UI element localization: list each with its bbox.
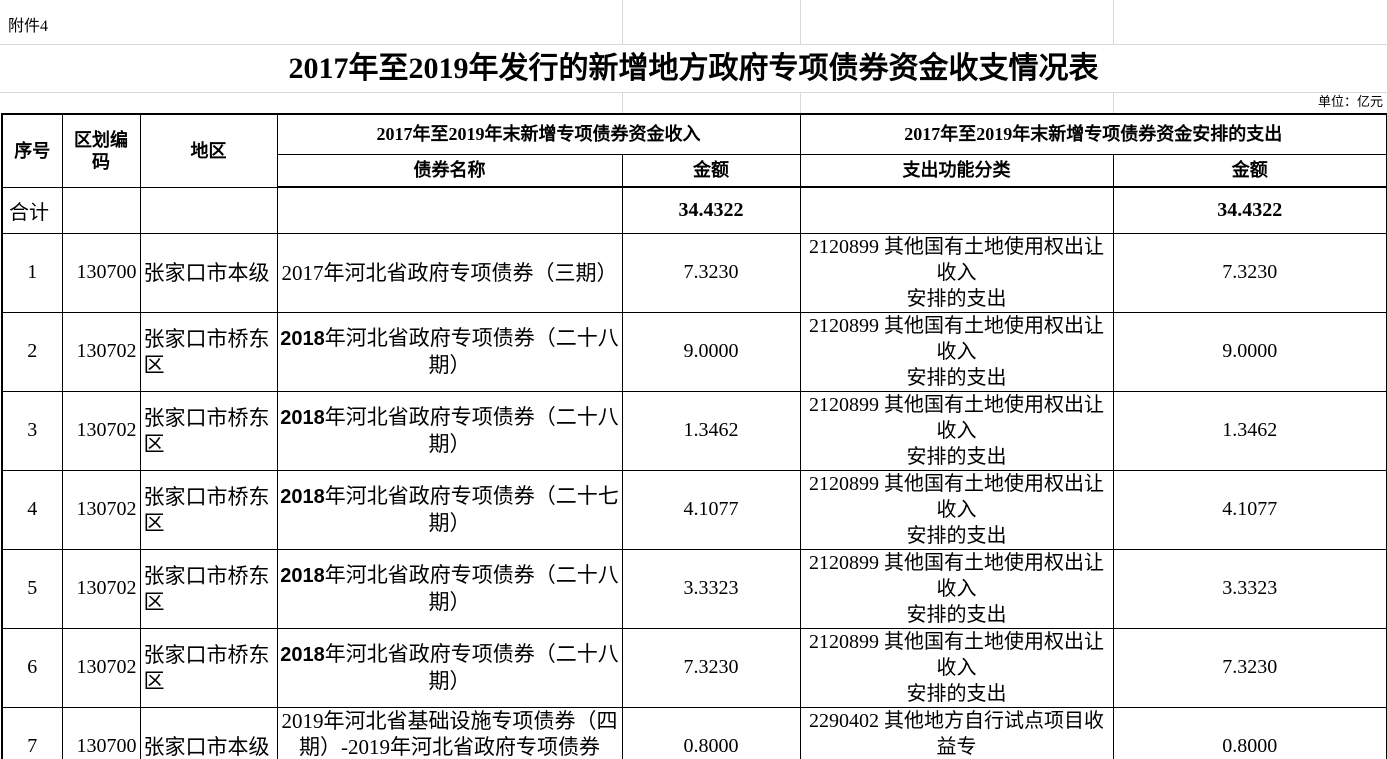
cell-region: 张家口市桥东区 — [139, 548, 278, 629]
unit-row: 单位：亿元 — [0, 93, 1387, 113]
total-region — [139, 186, 278, 234]
cell-code: 130700 — [61, 706, 141, 759]
cell-expense-class: 2120899 其他国有土地使用权出让收入 安排的支出 — [799, 390, 1114, 471]
col-header-bond-name: 债券名称 — [276, 153, 623, 188]
col-header-expense-amount: 金额 — [1112, 153, 1387, 188]
cell-code: 130702 — [61, 548, 141, 629]
cell-expense-amount: 1.3462 — [1112, 390, 1387, 471]
attachment-row: 附件4 — [0, 0, 1387, 45]
cell-code: 130700 — [61, 232, 141, 313]
cell-expense-amount: 3.3323 — [1112, 548, 1387, 629]
cell-seq: 4 — [1, 469, 63, 550]
cell-bond-name: 2018年河北省政府专项债券（二十八 期） — [276, 627, 623, 708]
total-row: 合计 34.4322 34.4322 — [1, 186, 1387, 234]
cell-expense-class: 2120899 其他国有土地使用权出让收入 安排的支出 — [799, 469, 1114, 550]
bonds-table: 序号 区划编码 地区 2017年至2019年末新增专项债券资金收入 2017年至… — [1, 113, 1387, 759]
cell-bond-name: 2018年河北省政府专项债券（二十八 期） — [276, 390, 623, 471]
cell-code: 130702 — [61, 390, 141, 471]
cell-income-amount: 1.3462 — [621, 390, 801, 471]
cell-region: 张家口市本级 — [139, 232, 278, 313]
cell-code: 130702 — [61, 627, 141, 708]
unit-label: 单位：亿元 — [1317, 94, 1383, 109]
table-row: 5 130702 张家口市桥东区 2018年河北省政府专项债券（二十八 期） 3.3323… — [1, 548, 1387, 629]
page-title: 2017年至2019年发行的新增地方政府专项债券资金收支情况表 — [0, 45, 1387, 93]
gridline — [800, 0, 801, 44]
group-header-income: 2017年至2019年末新增专项债券资金收入 — [276, 113, 801, 155]
cell-income-amount: 4.1077 — [621, 469, 801, 550]
total-expense-amount: 34.4322 — [1112, 186, 1387, 234]
cell-expense-amount: 0.8000 — [1112, 706, 1387, 759]
col-header-seq: 序号 — [1, 113, 63, 188]
cell-region: 张家口市桥东区 — [139, 627, 278, 708]
table-row: 1 130700 张家口市本级 2017年河北省政府专项债券（三期） 7.3230 212… — [1, 232, 1387, 313]
total-label: 合计 — [1, 186, 63, 234]
table-row: 6 130702 张家口市桥东区 2018年河北省政府专项债券（二十八 期） 7.3230… — [1, 627, 1387, 708]
cell-region: 张家口市桥东区 — [139, 311, 278, 392]
cell-expense-class: 2120899 其他国有土地使用权出让收入 安排的支出 — [799, 232, 1114, 313]
gridline — [800, 93, 801, 113]
cell-region: 张家口市桥东区 — [139, 469, 278, 550]
cell-income-amount: 0.8000 — [621, 706, 801, 759]
total-code — [61, 186, 141, 234]
col-header-expense-class: 支出功能分类 — [799, 153, 1114, 188]
total-expense-class — [799, 186, 1114, 234]
cell-region: 张家口市本级 — [139, 706, 278, 759]
table-row: 7 130700 张家口市本级 2019年河北省基础设施专项债券（四 期）-2019年河… — [1, 706, 1387, 759]
attachment-label: 附件4 — [8, 18, 49, 35]
cell-expense-amount: 7.3230 — [1112, 627, 1387, 708]
cell-code: 130702 — [61, 469, 141, 550]
cell-expense-amount: 7.3230 — [1112, 232, 1387, 313]
cell-seq: 7 — [1, 706, 63, 759]
gridline — [1113, 93, 1114, 113]
total-bond-name — [276, 186, 623, 234]
col-header-income-amount: 金额 — [621, 153, 801, 188]
table-row: 3 130702 张家口市桥东区 2018年河北省政府专项债券（二十八 期） 1.3462… — [1, 390, 1387, 471]
cell-expense-amount: 4.1077 — [1112, 469, 1387, 550]
cell-seq: 2 — [1, 311, 63, 392]
cell-bond-name: 2019年河北省基础设施专项债券（四期）-2019年河北省政府专项债券（十 — [276, 706, 623, 759]
col-header-code-line1: 区划编 — [74, 129, 128, 150]
cell-bond-name: 2018年河北省政府专项债券（二十八 期） — [276, 311, 623, 392]
cell-code: 130702 — [61, 311, 141, 392]
col-header-code: 区划编码 — [61, 113, 141, 188]
gridline — [622, 0, 623, 44]
col-header-region: 地区 — [139, 113, 278, 188]
table-header: 序号 区划编码 地区 2017年至2019年末新增专项债券资金收入 2017年至… — [1, 113, 1387, 188]
cell-income-amount: 7.3230 — [621, 232, 801, 313]
table-row: 2 130702 张家口市桥东区 2018年河北省政府专项债券（二十八 期） 9.0000… — [1, 311, 1387, 392]
total-income-amount: 34.4322 — [621, 186, 801, 234]
col-header-code-line2: 码 — [92, 151, 110, 172]
group-header-expense: 2017年至2019年末新增专项债券资金安排的支出 — [799, 113, 1387, 155]
table-body: 合计 34.4322 34.4322 1 130700 张家口市本级 2017年河北省政府专… — [1, 186, 1387, 759]
cell-expense-class: 2120899 其他国有土地使用权出让收入 安排的支出 — [799, 627, 1114, 708]
cell-income-amount: 3.3323 — [621, 548, 801, 629]
gridline — [622, 93, 623, 113]
table-row: 4 130702 张家口市桥东区 2018年河北省政府专项债券（二十七 期） 4.1077… — [1, 469, 1387, 550]
cell-expense-class: 2290402 其他地方自行试点项目收益专项债券收入安排的支出 — [799, 706, 1114, 759]
cell-seq: 6 — [1, 627, 63, 708]
cell-bond-name: 2017年河北省政府专项债券（三期） — [276, 232, 623, 313]
cell-bond-name: 2018年河北省政府专项债券（二十七 期） — [276, 469, 623, 550]
cell-region: 张家口市桥东区 — [139, 390, 278, 471]
cell-bond-name: 2018年河北省政府专项债券（二十八 期） — [276, 548, 623, 629]
gridline — [1113, 0, 1114, 44]
cell-seq: 1 — [1, 232, 63, 313]
cell-income-amount: 9.0000 — [621, 311, 801, 392]
cell-expense-class: 2120899 其他国有土地使用权出让收入 安排的支出 — [799, 311, 1114, 392]
cell-seq: 5 — [1, 548, 63, 629]
cell-seq: 3 — [1, 390, 63, 471]
cell-expense-class: 2120899 其他国有土地使用权出让收入 安排的支出 — [799, 548, 1114, 629]
cell-income-amount: 7.3230 — [621, 627, 801, 708]
cell-expense-amount: 9.0000 — [1112, 311, 1387, 392]
